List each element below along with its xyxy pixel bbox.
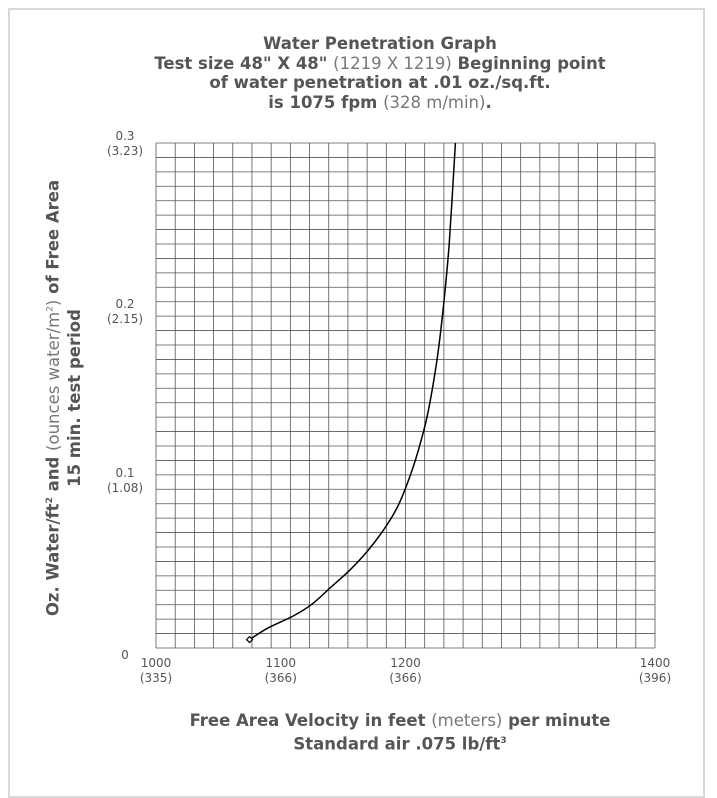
grid xyxy=(155,142,656,649)
x-tick-label: 1200 (366) xyxy=(376,656,436,686)
x-axis-label-line-1: Free Area Velocity in feet (meters) per … xyxy=(130,710,670,731)
y-tick-metric: (3.23) xyxy=(106,144,144,158)
y-tick-label: 0.2 (2.15) xyxy=(100,297,150,327)
x-tick-label: 1000 (335) xyxy=(126,656,186,686)
title-line-4-end: . xyxy=(485,92,492,112)
x-label-light: (meters) xyxy=(431,711,503,730)
x-tick-label: 1100 (366) xyxy=(251,656,311,686)
x-tick-value: 1200 xyxy=(390,656,421,670)
x-tick-metric: (366) xyxy=(389,671,422,685)
y-tick-value: 0.3 xyxy=(115,129,135,143)
title-line-2-bold-b: Beginning point xyxy=(457,53,606,73)
title-line-2-light: (1219 X 1219) xyxy=(333,53,452,73)
title-line-2: Test size 48" X 48" (1219 X 1219) Beginn… xyxy=(120,54,640,74)
y-tick-value: 0.2 xyxy=(115,297,135,312)
x-label-sup: 3 xyxy=(500,736,507,746)
title-line-4-bold: is 1075 fpm xyxy=(268,92,378,112)
x-label-line2-text: Standard air .075 lb/ft xyxy=(293,734,501,754)
y-tick-label: 0 xyxy=(100,648,150,663)
x-axis-label-line-2: Standard air .075 lb/ft3 xyxy=(130,731,670,755)
x-tick-value: 1100 xyxy=(265,656,297,670)
title-line-4-light: (328 m/min) xyxy=(383,92,486,112)
x-tick-label: 1400 (396) xyxy=(625,656,685,686)
x-label-bold-a: Free Area Velocity in feet xyxy=(189,711,426,730)
x-tick-metric: (396) xyxy=(638,671,672,685)
series-group xyxy=(245,142,457,644)
y-tick-metric: (2.15) xyxy=(106,312,144,327)
plot-area xyxy=(155,142,656,649)
x-tick-value: 1400 xyxy=(639,656,671,670)
start-point-marker xyxy=(245,635,254,644)
penetration-curve xyxy=(249,142,457,641)
title-line-2-bold-a: Test size 48" X 48" xyxy=(154,53,328,73)
title-line-1: Water Penetration Graph xyxy=(263,34,497,53)
y-tick-label: 0.3 (3.23) xyxy=(100,129,150,159)
x-tick-value: 1000 xyxy=(140,656,172,670)
title-line-4: is 1075 fpm (328 m/min). xyxy=(120,93,640,113)
x-axis-label: Free Area Velocity in feet (meters) per … xyxy=(130,710,670,755)
y-tick-metric: (1.08) xyxy=(106,480,144,495)
chart-title: Water Penetration Graph Test size 48" X … xyxy=(120,34,640,112)
x-tick-metric: (335) xyxy=(139,671,173,685)
y-tick-label: 0.1 (1.08) xyxy=(100,466,150,496)
title-line-3: of water penetration at .01 oz./sq.ft. xyxy=(209,73,551,92)
x-label-bold-b: per minute xyxy=(508,711,611,730)
y-tick-value: 0 xyxy=(121,648,129,662)
y-tick-value: 0.1 xyxy=(115,465,135,480)
x-tick-metric: (366) xyxy=(264,671,297,685)
